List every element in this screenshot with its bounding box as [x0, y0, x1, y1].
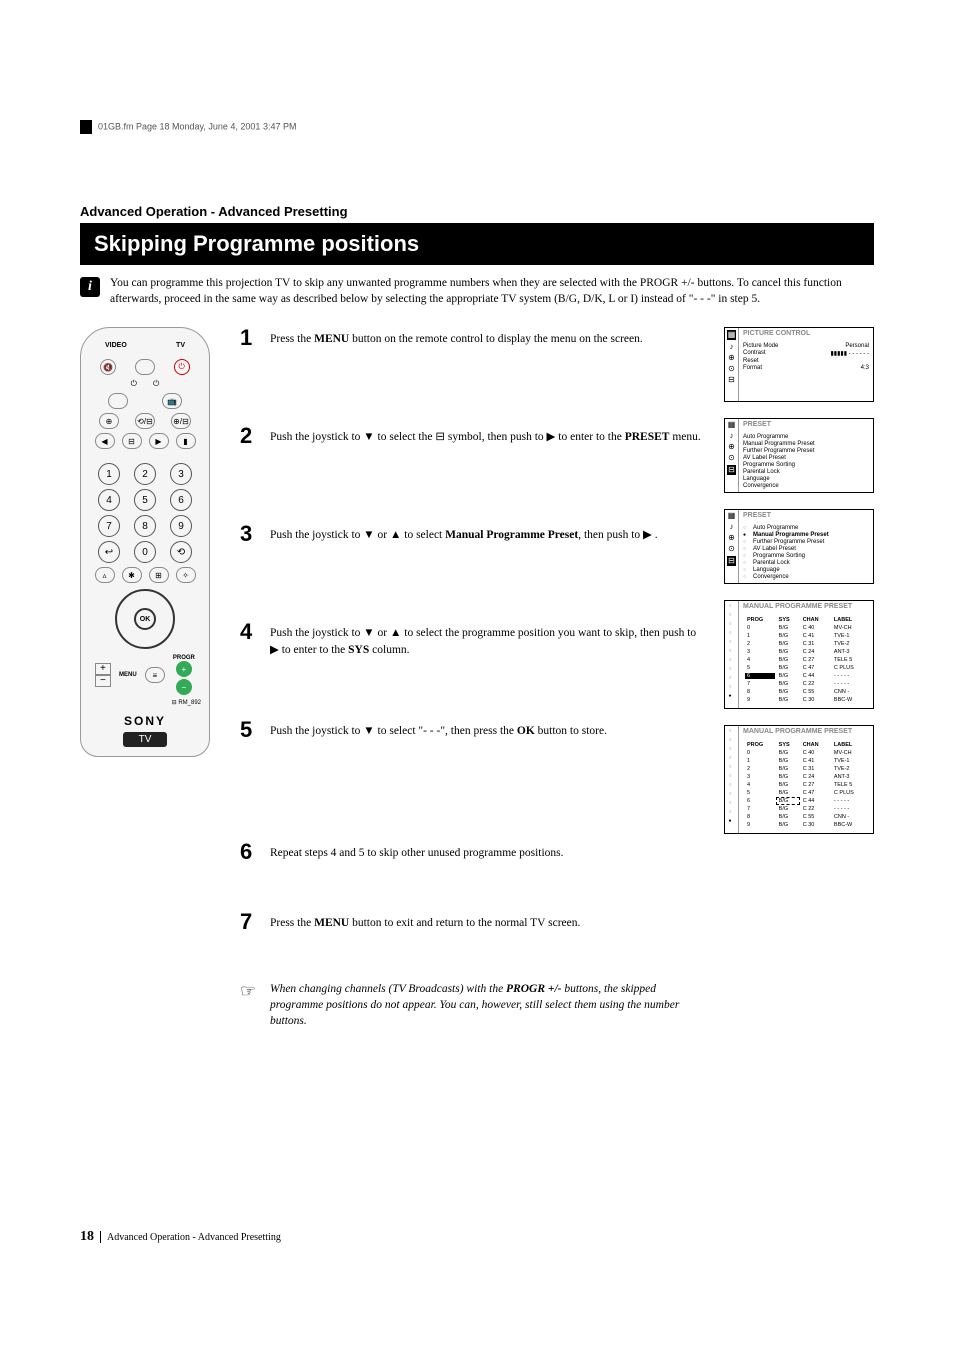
- page-number: 18: [80, 1229, 94, 1245]
- num-8: 8: [134, 515, 156, 537]
- step-number: 1: [240, 327, 260, 349]
- remote-btn: ⊕: [99, 413, 119, 429]
- num-1: 1: [98, 463, 120, 485]
- osd-title: PRESET: [739, 510, 873, 521]
- progr-down: −: [176, 679, 192, 695]
- hand-note-icon: ☞: [240, 981, 260, 1029]
- note-text: When changing channels (TV Broadcasts) w…: [270, 981, 704, 1029]
- video-button: [135, 359, 155, 375]
- remote-video-label: VIDEO: [105, 342, 127, 349]
- intro-text: You can programme this projection TV to …: [110, 275, 874, 307]
- osd-title: MANUAL PROGRAMME PRESET: [739, 726, 873, 737]
- menu-label: MENU: [119, 672, 137, 678]
- remote-btn: ▮: [176, 433, 196, 449]
- remote-btn: ▵: [95, 567, 115, 583]
- page-title: Skipping Programme positions: [80, 223, 874, 265]
- tv-badge: TV: [123, 732, 168, 747]
- step-number: 5: [240, 719, 260, 741]
- remote-btn: [108, 393, 128, 409]
- num-prev: ⟲: [170, 541, 192, 563]
- menu-button: ≡: [145, 667, 165, 683]
- osd-manual-preset-1: MANUAL PROGRAMME PRESET PROGSYSCHANLABEL…: [724, 600, 874, 709]
- remote-btn: ⊞: [149, 567, 169, 583]
- step-number: 2: [240, 425, 260, 447]
- footer-divider: [100, 1231, 101, 1243]
- osd-preset: ▦♪⊕⊙⊟ PRESET Auto ProgrammeManual Progra…: [724, 418, 874, 493]
- osd-title: PRESET: [739, 419, 873, 430]
- footer-label: Advanced Operation - Advanced Presetting: [107, 1232, 281, 1243]
- remote-btn: ⊟: [122, 433, 142, 449]
- step-number: 4: [240, 621, 260, 643]
- step-text: Push the joystick to ▼ to select the ⊟ s…: [270, 425, 701, 446]
- remote-btn: ✱: [122, 567, 142, 583]
- remote-btn: ✧: [176, 567, 196, 583]
- num-7: 7: [98, 515, 120, 537]
- osd-manual-preset-2: MANUAL PROGRAMME PRESET PROGSYSCHANLABEL…: [724, 725, 874, 834]
- osd-picture-control: ▦♪⊕⊙⊟ PICTURE CONTROL Picture ModePerson…: [724, 327, 874, 402]
- remote-model: ⊟ RM_892: [89, 699, 201, 706]
- tv-power-button: ⏻: [174, 359, 190, 375]
- remote-btn: ⟲/⊟: [135, 413, 155, 429]
- num-3: 3: [170, 463, 192, 485]
- step-number: 6: [240, 841, 260, 863]
- osd-preset-select: ▦♪⊕⊙⊟ PRESET Auto ProgrammeManual Progra…: [724, 509, 874, 584]
- remote-btn: ▶: [149, 433, 169, 449]
- remote-control-illustration: VIDEO TV 🔇 ⏻ ⏻ ⏻ 📺 ⊕ ⟲/⊟: [80, 327, 210, 757]
- num-6: 6: [170, 489, 192, 511]
- sony-brand: SONY: [89, 714, 201, 728]
- step-text: Press the MENU button on the remote cont…: [270, 327, 643, 348]
- info-icon: i: [80, 277, 100, 297]
- progr-up: +: [176, 661, 192, 677]
- num-9: 9: [170, 515, 192, 537]
- section-label: Advanced Operation - Advanced Presetting: [80, 204, 874, 219]
- remote-btn: ◀: [95, 433, 115, 449]
- mute-icon: 🔇: [100, 359, 116, 375]
- step-text: Press the MENU button to exit and return…: [270, 911, 580, 932]
- remote-btn: ⊕/⊟: [171, 413, 191, 429]
- power-icon: ⏻: [131, 379, 137, 389]
- num-2: 2: [134, 463, 156, 485]
- num-0: 0: [134, 541, 156, 563]
- num-5: 5: [134, 489, 156, 511]
- step-number: 7: [240, 911, 260, 933]
- step-text: Push the joystick to ▼ or ▲ to select Ma…: [270, 523, 658, 544]
- step-text: Push the joystick to ▼ or ▲ to select th…: [270, 621, 704, 658]
- remote-tv-label: TV: [176, 342, 185, 349]
- num-4: 4: [98, 489, 120, 511]
- num-back: ↩: [98, 541, 120, 563]
- osd-title: MANUAL PROGRAMME PRESET: [739, 601, 873, 612]
- remote-btn: 📺: [162, 393, 182, 409]
- osd-title: PICTURE CONTROL: [739, 328, 873, 339]
- step-text: Repeat steps 4 and 5 to skip other unuse…: [270, 841, 564, 862]
- power-icon: ⏻: [153, 379, 159, 389]
- source-file-header: 01GB.fm Page 18 Monday, June 4, 2001 3:4…: [80, 120, 874, 134]
- step-text: Push the joystick to ▼ to select "- - -"…: [270, 719, 607, 740]
- step-number: 3: [240, 523, 260, 545]
